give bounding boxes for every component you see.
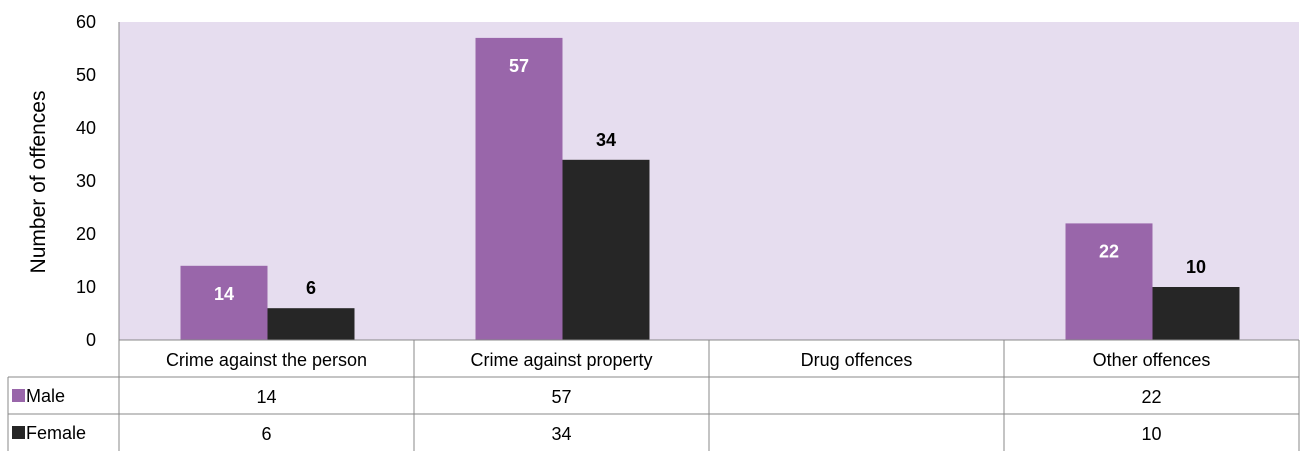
legend-label: Male [26,386,65,406]
y-tick-label: 10 [76,277,96,297]
data-label-male: 14 [214,284,234,304]
data-label-male: 57 [509,56,529,76]
legend-swatch-female [12,426,25,439]
x-tick-label: Crime against the person [166,350,367,370]
table-cell: 57 [551,387,571,407]
bars-group [180,37,1240,341]
x-tick-label: Drug offences [801,350,913,370]
table-cell: 10 [1141,424,1161,444]
table-cell: 34 [551,424,571,444]
data-label-female: 10 [1186,257,1206,277]
y-tick-label: 40 [76,118,96,138]
y-tick-label: 60 [76,12,96,32]
legend-swatch-male [12,389,25,402]
data-labels-group: 14 6 57 34 22 10 [214,56,1206,304]
bar-male [475,37,563,341]
bar-male [180,265,268,340]
y-axis-title: Number of offences [27,91,50,274]
y-axis-ticks: 0 10 20 30 40 50 60 [76,12,120,350]
y-tick-label: 0 [86,330,96,350]
table-cell: 22 [1141,387,1161,407]
bar-female [562,159,650,340]
table-cell: 14 [256,387,276,407]
x-tick-label: Other offences [1093,350,1211,370]
y-tick-label: 20 [76,224,96,244]
x-tick-label: Crime against property [470,350,652,370]
bar-female [267,308,355,340]
y-tick-label: 30 [76,171,96,191]
data-table: Crime against the person Crime against pr… [7,339,1300,451]
data-label-female: 6 [306,278,316,298]
data-label-female: 34 [596,130,616,150]
legend-label: Female [26,423,86,443]
y-tick-label: 50 [76,65,96,85]
data-label-male: 22 [1099,241,1119,261]
bar-female [1152,287,1240,340]
table-cell: 6 [261,424,271,444]
bar-male [1065,223,1153,340]
